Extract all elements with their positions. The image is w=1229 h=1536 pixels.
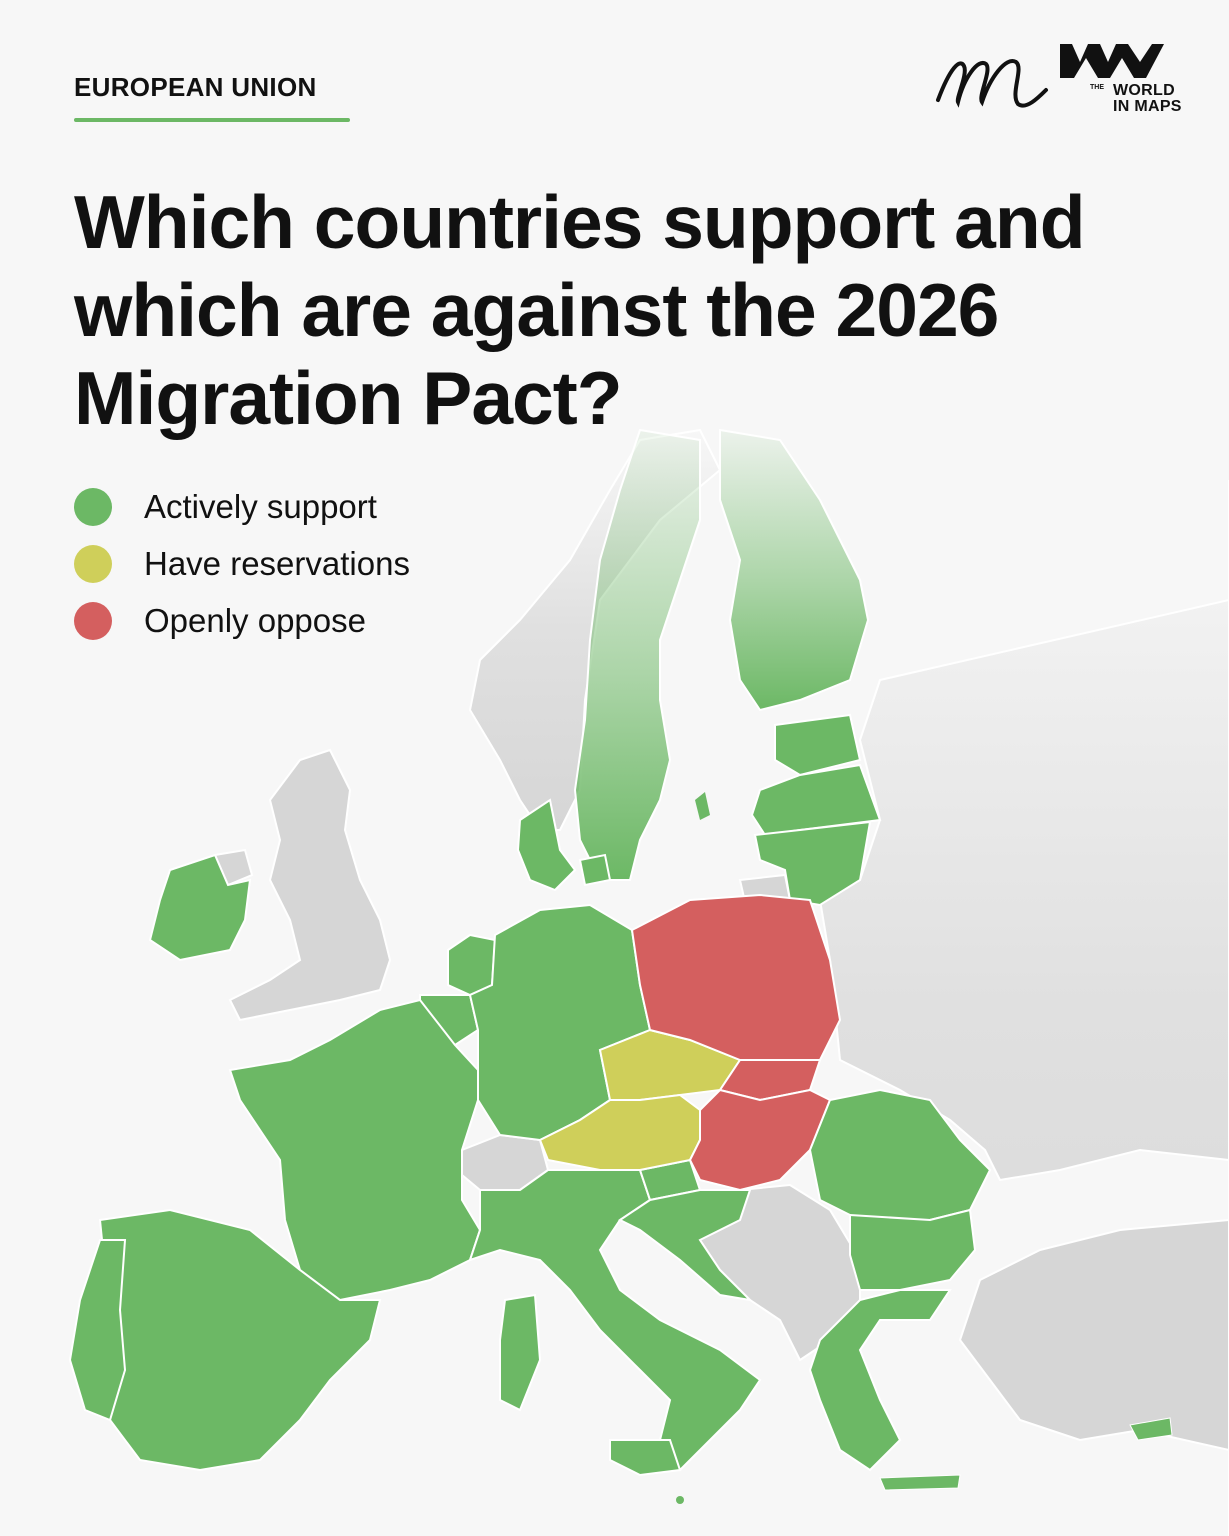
world-in-maps-logo — [1060, 44, 1164, 78]
bulgaria-region — [849, 1208, 977, 1291]
denmark-island-region — [578, 853, 612, 887]
france-region — [228, 998, 482, 1302]
legend-dot-reservations — [74, 544, 112, 583]
eastern-europe-region — [818, 480, 1229, 1536]
brand-line1: THE — [1090, 84, 1104, 91]
sweden-region — [573, 428, 701, 881]
legend-label-reservations: Have reservations — [144, 544, 410, 582]
signature-logo — [936, 59, 1048, 108]
sicily-region — [609, 1439, 682, 1477]
legend-label-oppose: Openly oppose — [144, 601, 366, 639]
lithuania-region — [753, 820, 872, 907]
crete-region — [879, 1474, 961, 1491]
page-title: Which countries support and which are ag… — [74, 180, 1086, 440]
romania-region — [808, 1088, 992, 1227]
greece-region — [808, 1289, 952, 1472]
ireland-region — [148, 853, 252, 962]
denmark-region — [516, 798, 577, 892]
kicker-underline — [74, 118, 350, 122]
cyprus-region — [1129, 1417, 1173, 1441]
brand-line3: IN MAPS — [1113, 98, 1182, 115]
sardinia-region — [499, 1293, 542, 1412]
malta-region — [676, 1496, 684, 1504]
brand-logos: THE WORLD IN MAPS — [930, 38, 1200, 128]
legend-dot-oppose — [74, 601, 112, 640]
kicker-label: EUROPEAN UNION — [74, 72, 317, 102]
legend-dot-support — [74, 487, 112, 526]
brand-line2: WORLD — [1113, 82, 1175, 99]
legend: Actively support Have reservations Openl… — [74, 478, 410, 649]
legend-item-reservations: Have reservations — [74, 535, 410, 592]
uk-region — [228, 748, 392, 1022]
turkey-region — [958, 1218, 1229, 1452]
portugal-region — [68, 1239, 127, 1422]
legend-item-support: Actively support — [74, 478, 410, 535]
brand-wordmark: WORLD IN MAPS — [1113, 83, 1182, 115]
estonia-region — [774, 713, 862, 777]
legend-label-support: Actively support — [144, 487, 377, 525]
finland-region — [719, 428, 870, 712]
legend-item-oppose: Openly oppose — [74, 592, 410, 649]
gotland-region — [695, 792, 710, 820]
hungary-region — [688, 1088, 832, 1192]
